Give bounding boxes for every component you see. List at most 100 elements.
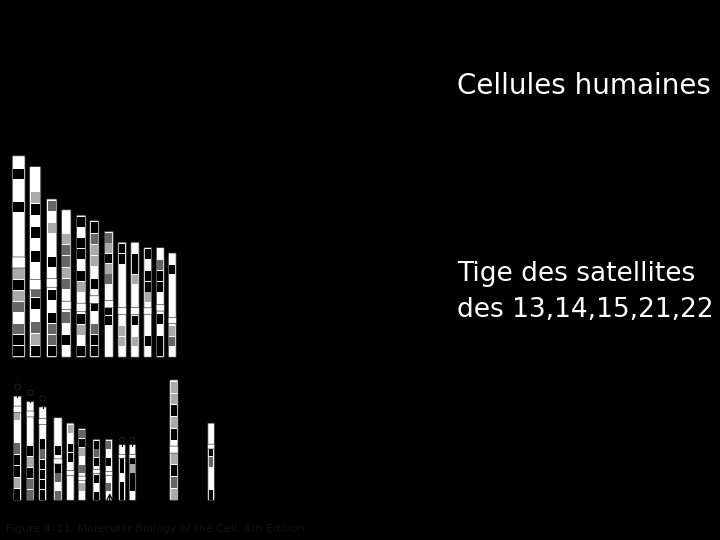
FancyBboxPatch shape <box>207 444 215 449</box>
Bar <box>14 409 20 420</box>
FancyBboxPatch shape <box>90 220 99 357</box>
Ellipse shape <box>40 396 45 401</box>
Bar <box>63 256 70 267</box>
Bar <box>169 265 175 274</box>
Bar <box>157 314 163 324</box>
FancyBboxPatch shape <box>14 406 22 413</box>
FancyBboxPatch shape <box>54 459 62 464</box>
FancyBboxPatch shape <box>208 423 215 500</box>
Bar <box>157 336 163 346</box>
Text: 12: 12 <box>166 368 178 377</box>
Bar <box>14 489 20 500</box>
Bar <box>157 282 163 292</box>
Bar <box>55 464 61 472</box>
Bar <box>77 347 85 356</box>
Ellipse shape <box>14 384 20 390</box>
Bar <box>55 446 61 455</box>
Bar <box>157 260 163 270</box>
FancyBboxPatch shape <box>12 156 25 357</box>
Text: 10: 10 <box>142 368 153 377</box>
FancyBboxPatch shape <box>131 242 139 357</box>
Bar <box>94 449 99 457</box>
Bar <box>132 265 138 274</box>
Bar <box>63 313 70 323</box>
Bar <box>79 439 85 447</box>
Ellipse shape <box>130 437 135 442</box>
Bar <box>13 168 24 179</box>
Bar <box>91 245 98 255</box>
Bar <box>13 280 24 290</box>
Bar <box>94 492 99 500</box>
Text: 50 million
nucleotides: 50 million nucleotides <box>115 503 164 523</box>
Text: Tige des satellites
des 13,14,15,21,22: Tige des satellites des 13,14,15,21,22 <box>456 261 714 322</box>
Bar <box>77 249 85 259</box>
Bar <box>40 439 45 449</box>
Bar <box>120 482 125 490</box>
Bar <box>30 334 40 345</box>
Bar <box>91 222 98 233</box>
FancyBboxPatch shape <box>129 454 136 458</box>
Bar <box>77 239 85 248</box>
Text: 9: 9 <box>132 368 138 377</box>
Bar <box>14 455 20 465</box>
Bar <box>169 337 175 346</box>
Text: 8: 8 <box>120 368 125 377</box>
Bar <box>27 490 33 500</box>
Bar <box>171 477 177 488</box>
Bar <box>30 204 40 214</box>
Bar <box>48 290 56 300</box>
Bar <box>106 316 112 325</box>
Bar <box>40 470 45 479</box>
Bar <box>106 244 112 253</box>
FancyBboxPatch shape <box>76 303 86 311</box>
Text: 18: 18 <box>76 511 88 521</box>
Bar <box>13 202 24 212</box>
Bar <box>77 325 85 335</box>
Bar <box>27 468 33 478</box>
Bar <box>209 490 214 500</box>
Bar <box>171 417 177 428</box>
Bar <box>48 223 56 233</box>
Text: 17: 17 <box>65 511 76 521</box>
Bar <box>63 245 70 255</box>
Bar <box>107 483 112 491</box>
Bar <box>120 464 125 472</box>
Text: 2: 2 <box>32 368 38 377</box>
Bar <box>171 406 177 416</box>
FancyBboxPatch shape <box>39 407 46 500</box>
Bar <box>30 298 40 309</box>
Bar <box>91 279 98 289</box>
Bar <box>132 275 138 284</box>
Ellipse shape <box>27 390 33 395</box>
Bar <box>145 293 150 302</box>
Bar <box>119 244 125 253</box>
Bar <box>14 443 20 454</box>
FancyBboxPatch shape <box>61 210 71 357</box>
Bar <box>27 457 33 467</box>
Text: 5: 5 <box>78 368 84 377</box>
FancyBboxPatch shape <box>105 440 112 500</box>
Bar <box>94 441 99 449</box>
Bar <box>48 324 56 334</box>
Bar <box>106 254 112 263</box>
Bar <box>157 347 163 356</box>
Bar <box>209 447 214 456</box>
Bar <box>30 192 40 203</box>
Text: 20: 20 <box>103 511 114 521</box>
Bar <box>171 382 177 393</box>
FancyBboxPatch shape <box>131 308 139 314</box>
FancyBboxPatch shape <box>47 199 57 357</box>
Bar <box>79 483 85 491</box>
Bar <box>157 271 163 281</box>
Bar <box>40 480 45 489</box>
Text: 11: 11 <box>155 368 166 377</box>
Bar <box>30 227 40 238</box>
Text: 1 µm: 1 µm <box>156 519 178 528</box>
Bar <box>120 491 125 500</box>
Bar <box>119 254 125 264</box>
Bar <box>68 443 73 453</box>
FancyBboxPatch shape <box>27 411 34 417</box>
Bar <box>48 313 56 323</box>
FancyBboxPatch shape <box>170 380 178 500</box>
FancyBboxPatch shape <box>156 247 164 357</box>
